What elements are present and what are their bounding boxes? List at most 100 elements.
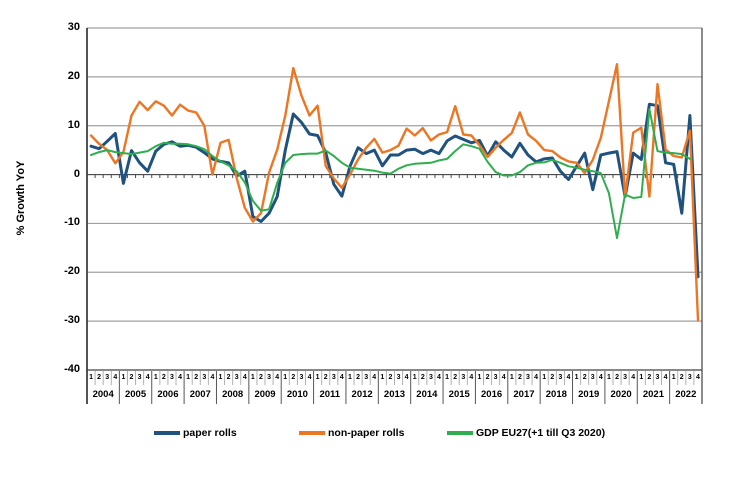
quarter-label: 4 <box>469 374 474 381</box>
quarter-label: 1 <box>542 374 547 381</box>
year-label: 2021 <box>642 389 664 400</box>
year-label: 2017 <box>513 389 535 400</box>
year-label: 2016 <box>481 389 503 400</box>
quarter-label: 2 <box>259 374 263 381</box>
quarter-label: 3 <box>461 374 466 381</box>
quarter-label: 2 <box>582 374 587 381</box>
quarter-label: 1 <box>283 374 288 381</box>
quarter-label: 2 <box>550 374 555 381</box>
year-label: 2013 <box>383 389 406 400</box>
quarter-label: 4 <box>598 374 603 381</box>
year-label: 2004 <box>92 389 114 400</box>
legend-item-paper-rolls: paper rolls <box>154 426 237 440</box>
quarter-label: 4 <box>566 374 571 381</box>
quarter-label: 3 <box>526 374 530 381</box>
year-label: 2009 <box>254 389 276 400</box>
quarter-label: 2 <box>356 374 361 381</box>
quarter-label: 4 <box>437 374 441 381</box>
year-label: 2015 <box>448 389 470 400</box>
quarter-label: 2 <box>679 374 684 381</box>
year-label: 2008 <box>222 389 244 400</box>
y-axis-title: % Growth YoY <box>15 160 27 236</box>
quarter-label: 1 <box>671 374 676 381</box>
year-label: 2005 <box>124 389 147 400</box>
quarter-label: 3 <box>202 374 207 381</box>
quarter-label: 1 <box>315 374 320 381</box>
quarter-label: 4 <box>372 374 377 381</box>
quarter-label: 3 <box>493 374 498 381</box>
quarter-label: 4 <box>242 374 247 381</box>
y-tick-label: -20 <box>64 265 80 278</box>
quarter-label: 2 <box>194 374 199 381</box>
quarter-label: 3 <box>169 374 174 381</box>
quarter-label: 1 <box>574 374 579 381</box>
quarter-label: 3 <box>105 374 110 381</box>
quarter-label: 3 <box>428 374 433 381</box>
y-tick-label: 30 <box>67 21 80 33</box>
quarter-label: 1 <box>606 374 611 381</box>
quarter-label: 2 <box>453 374 458 381</box>
quarter-label: 1 <box>639 374 644 381</box>
quarter-label: 3 <box>558 374 563 381</box>
quarter-label: 3 <box>590 374 595 381</box>
y-tick-label: 20 <box>67 69 80 82</box>
quarter-label: 4 <box>534 374 539 381</box>
non-paper-rolls-line <box>89 62 700 322</box>
quarter-label: 4 <box>339 374 344 381</box>
year-label: 2022 <box>675 389 697 400</box>
quarter-label: 2 <box>420 374 425 381</box>
year-label: 2020 <box>610 389 632 400</box>
quarter-label: 1 <box>89 374 93 381</box>
quarter-label: 4 <box>631 374 636 381</box>
quarter-label: 4 <box>501 374 506 381</box>
year-label: 2014 <box>416 389 438 400</box>
quarter-label: 1 <box>477 374 482 381</box>
legend-item-non-paper-rolls: non-paper rolls <box>299 426 404 440</box>
quarter-label: 1 <box>509 374 514 381</box>
quarter-label: 4 <box>275 374 280 381</box>
quarter-label: 3 <box>331 374 336 381</box>
quarter-label: 3 <box>299 374 304 381</box>
legend-label-non-paper-rolls: non-paper rolls <box>328 427 405 439</box>
quarter-label: 2 <box>129 374 134 381</box>
quarter-label: 2 <box>388 374 393 381</box>
quarter-label: 3 <box>364 374 369 381</box>
y-tick-label: -40 <box>64 363 80 375</box>
quarter-label: 1 <box>153 374 158 381</box>
quarter-label: 2 <box>615 374 619 381</box>
quarter-label: 4 <box>404 374 409 381</box>
legend-label-gdp: GDP EU27(+1 till Q3 2020) <box>476 427 606 439</box>
quarter-label: 2 <box>291 374 296 381</box>
gdp-swatch <box>447 431 473 435</box>
quarter-label: 3 <box>137 374 142 381</box>
quarter-label: 1 <box>380 374 385 381</box>
quarter-label: 4 <box>113 374 118 381</box>
quarter-label: 2 <box>517 374 522 381</box>
year-label: 2018 <box>545 389 567 400</box>
y-tick-label: 10 <box>67 118 80 131</box>
year-label: 2010 <box>286 389 308 400</box>
quarter-label: 3 <box>623 374 628 381</box>
quarter-label: 3 <box>396 374 401 381</box>
quarter-label: 4 <box>210 374 215 381</box>
year-label: 2007 <box>189 389 211 400</box>
year-label: 2019 <box>578 389 600 400</box>
quarter-label: 1 <box>218 374 223 381</box>
legend-label-paper-rolls: paper rolls <box>183 427 237 439</box>
quarter-label: 4 <box>695 374 700 381</box>
quarter-label: 2 <box>226 374 231 381</box>
quarter-label: 2 <box>323 374 328 381</box>
year-label: 2006 <box>157 389 179 400</box>
quarter-label: 3 <box>687 374 692 381</box>
quarter-label: 2 <box>647 374 652 381</box>
quarter-label: 2 <box>485 374 490 381</box>
quarter-label: 3 <box>655 374 660 381</box>
quarter-label: 4 <box>307 374 312 381</box>
quarter-label: 4 <box>178 374 182 381</box>
year-label: 2011 <box>319 389 341 400</box>
quarter-label: 3 <box>267 374 271 381</box>
gdp-eu27-1-till-q3-2020--line <box>90 108 691 240</box>
quarter-label: 1 <box>250 374 255 381</box>
